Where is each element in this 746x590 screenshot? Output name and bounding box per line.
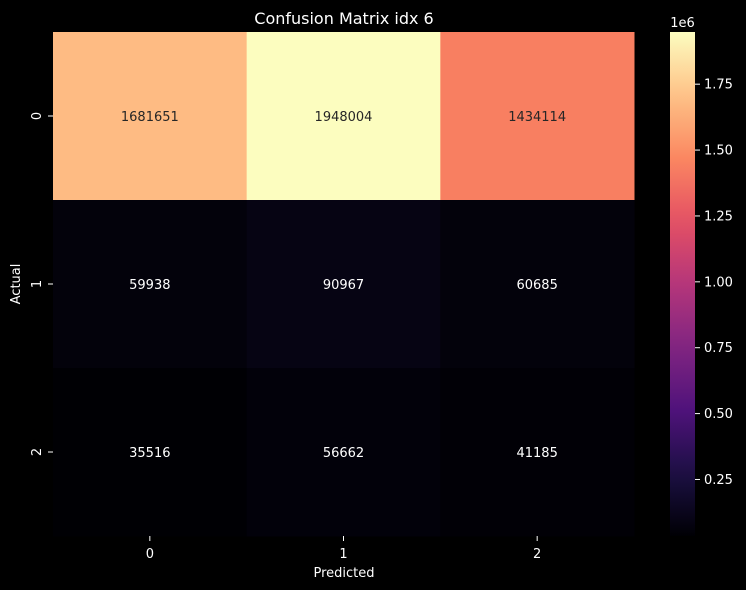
cell-value-label-2-2: 41185 [516, 446, 557, 461]
colorbar-offset-label: 1e6 [670, 16, 695, 31]
cell-value-label-1-2: 60685 [516, 278, 557, 293]
colorbar-tick-label: 1.75 [704, 78, 733, 93]
x-axis: 0 1 2 [146, 536, 541, 562]
cell-value-label-2-0: 35516 [129, 446, 170, 461]
cell-value-label-1-0: 59938 [129, 278, 170, 293]
colorbar-scale [670, 32, 695, 536]
colorbar-tick-label: 1.25 [704, 209, 733, 224]
x-axis-label: Predicted [313, 566, 374, 581]
y-axis: 0 1 2 [30, 112, 53, 456]
heatmap-cell-0-0 [53, 32, 248, 201]
colorbar-tick-label: 0.75 [704, 341, 733, 356]
heatmap-cell-2-2 [440, 368, 635, 537]
heatmap-cell-1-0 [53, 200, 248, 369]
colorbar-tick-label: 1.50 [704, 144, 733, 159]
y-tick-label: 0 [30, 112, 45, 120]
heatmap-cell-2-1 [246, 368, 441, 537]
colorbar-tick-label: 0.25 [704, 473, 733, 488]
y-axis-label: Actual [9, 264, 24, 305]
colorbar-tick-label: 1.00 [704, 275, 733, 290]
heatmap-cell-1-2 [440, 200, 635, 369]
chart-title: Confusion Matrix idx 6 [254, 9, 433, 28]
cell-value-label-0-2: 1434114 [508, 110, 566, 125]
heatmap-cell-0-2 [440, 32, 635, 201]
heatmap-cell-1-1 [246, 200, 441, 369]
x-tick-label: 2 [533, 547, 541, 562]
colorbar: 1e6 0.25 0.50 0.75 1.00 1.25 1.50 1.75 [670, 16, 733, 536]
x-tick-label: 1 [339, 547, 347, 562]
colorbar-tick-label: 0.50 [704, 407, 733, 422]
cell-value-label-0-1: 1948004 [315, 110, 373, 125]
y-tick-label: 1 [30, 280, 45, 288]
cell-value-label-1-1: 90967 [323, 278, 364, 293]
heatmap-cell-2-0 [53, 368, 248, 537]
cell-value-label-0-0: 1681651 [121, 110, 179, 125]
heatmap-cells: 1681651 1948004 1434114 59938 90967 60685 3551… [53, 32, 635, 537]
x-tick-label: 0 [146, 547, 154, 562]
y-tick-label: 2 [30, 448, 45, 456]
heatmap-cell-0-1 [246, 32, 441, 201]
cell-value-label-2-1: 56662 [323, 446, 364, 461]
